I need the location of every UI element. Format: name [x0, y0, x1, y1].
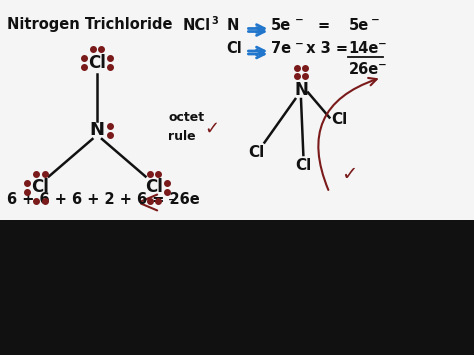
- Text: Nitrogen Trichloride: Nitrogen Trichloride: [7, 17, 173, 33]
- Text: 14e: 14e: [348, 41, 379, 56]
- FancyArrowPatch shape: [248, 28, 264, 36]
- Text: N: N: [294, 81, 308, 99]
- Text: Cl: Cl: [145, 179, 163, 197]
- Text: 7e: 7e: [271, 41, 291, 56]
- Text: 5e: 5e: [348, 17, 369, 33]
- Text: Cl: Cl: [331, 113, 347, 127]
- Text: 26e: 26e: [348, 62, 379, 77]
- Text: Cl: Cl: [295, 158, 311, 173]
- FancyArrowPatch shape: [248, 47, 264, 55]
- Text: octet: octet: [168, 111, 204, 124]
- Text: ✓: ✓: [205, 120, 220, 138]
- Text: 5e: 5e: [271, 17, 292, 33]
- Text: −: −: [378, 38, 386, 49]
- Text: −: −: [168, 195, 176, 205]
- Text: N: N: [227, 17, 239, 33]
- Text: =: =: [318, 17, 330, 33]
- Text: 6 + 6 + 6 + 2 + 6 = 26e: 6 + 6 + 6 + 2 + 6 = 26e: [7, 191, 200, 207]
- Text: Cl: Cl: [248, 145, 264, 160]
- FancyArrowPatch shape: [248, 50, 264, 58]
- Text: Cl: Cl: [88, 54, 106, 71]
- Text: −: −: [371, 15, 380, 25]
- Text: 3: 3: [211, 16, 218, 26]
- Text: −: −: [378, 60, 386, 70]
- Text: −: −: [295, 38, 303, 49]
- Text: ✓: ✓: [341, 165, 358, 185]
- FancyBboxPatch shape: [0, 0, 474, 220]
- Text: N: N: [90, 121, 105, 139]
- Text: rule: rule: [168, 130, 196, 142]
- Text: Cl: Cl: [227, 41, 242, 56]
- FancyArrowPatch shape: [319, 78, 377, 190]
- Text: NCl: NCl: [182, 17, 210, 33]
- Text: Cl: Cl: [31, 179, 49, 197]
- Text: −: −: [295, 15, 303, 25]
- FancyArrowPatch shape: [248, 24, 264, 32]
- Text: x 3 =: x 3 =: [301, 41, 348, 56]
